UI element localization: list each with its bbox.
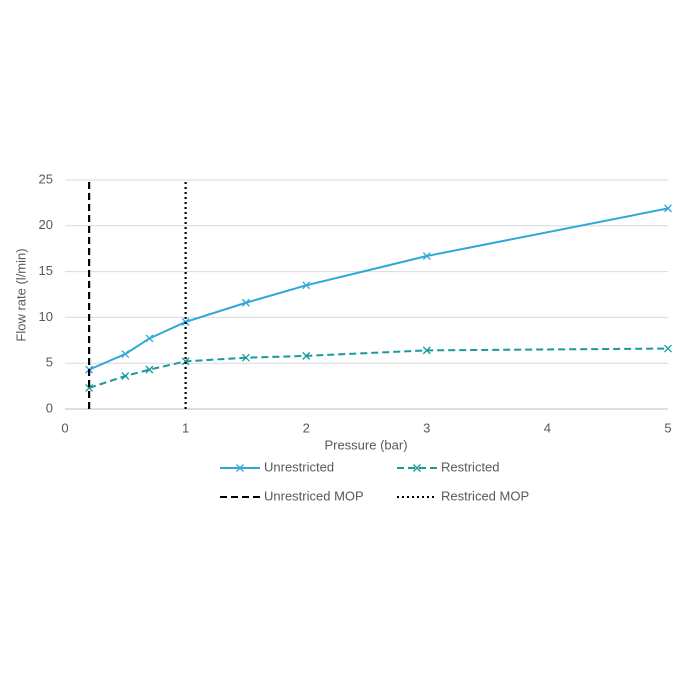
marker <box>121 350 130 358</box>
marker <box>302 281 311 290</box>
y-tick-label: 15 <box>39 263 53 278</box>
marker <box>664 344 672 353</box>
legend-label: Unrestriced MOP <box>264 488 364 503</box>
x-tick-label: 5 <box>664 420 671 435</box>
x-tick-label: 1 <box>182 420 189 435</box>
marker <box>236 464 244 472</box>
y-tick-label: 10 <box>39 309 53 324</box>
y-tick-label: 20 <box>39 217 53 232</box>
legend-label: Unrestricted <box>264 459 334 474</box>
marker <box>145 334 154 343</box>
y-axis-title: Flow rate (l/min) <box>13 248 28 341</box>
y-tick-label: 0 <box>46 400 53 415</box>
marker <box>181 357 190 366</box>
marker <box>664 204 672 213</box>
legend-label: Restriced MOP <box>441 488 529 503</box>
series-line <box>88 347 669 389</box>
marker <box>121 372 130 380</box>
marker <box>422 252 431 260</box>
y-tick-label: 5 <box>46 355 53 370</box>
y-tick-label: 25 <box>39 171 53 186</box>
marker <box>413 464 421 472</box>
marker <box>181 318 190 326</box>
marker <box>422 346 431 355</box>
marker <box>85 383 94 392</box>
x-tick-label: 4 <box>544 420 551 435</box>
x-tick-label: 0 <box>61 420 68 435</box>
marker <box>241 353 250 362</box>
x-axis-title: Pressure (bar) <box>324 437 407 452</box>
marker <box>302 351 311 360</box>
legend-label: Restricted <box>441 459 500 474</box>
series-line <box>88 207 669 371</box>
marker <box>241 298 250 307</box>
marker <box>145 365 154 374</box>
x-tick-label: 2 <box>303 420 310 435</box>
x-tick-label: 3 <box>423 420 430 435</box>
